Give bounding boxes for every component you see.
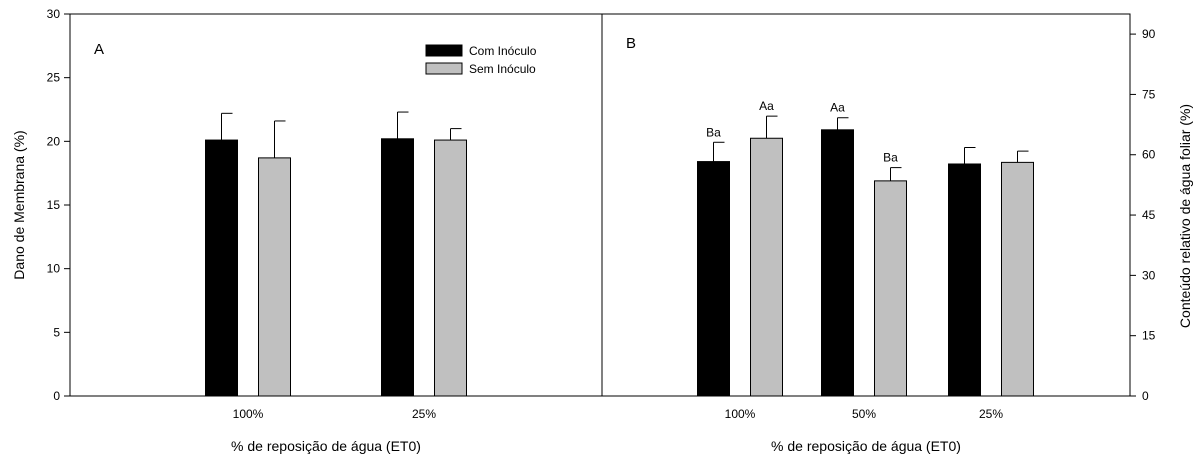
legend-swatch-sem-inoculo [425, 62, 463, 75]
panel-b-y-axis-title: Conteúdo relativo de água foliar (%) [1177, 104, 1193, 328]
panel-a-y-axis-title: Dano de Membrana (%) [11, 130, 27, 279]
panel-b-bar-sem-inoculo [874, 180, 907, 397]
panel-b-x-ticks: 100% 50% 25% [725, 407, 1004, 421]
panel-b-bar-com-inoculo [821, 129, 854, 397]
panel-b-y-tick-label: 90 [1142, 27, 1156, 41]
panel-a: A 0 5 10 15 20 25 30 100% 25% Dano de Membrana … [11, 7, 603, 454]
panel-a-bars [205, 111, 467, 397]
panel-b-bar-com-inoculo [948, 163, 981, 397]
legend: Com Inóculo Sem Inóculo [425, 44, 537, 76]
panel-b-significance-label: Ba [706, 125, 721, 139]
panel-a-y-tick-label: 15 [47, 198, 61, 212]
legend-swatch-com-inoculo [425, 44, 463, 57]
panel-b-y-tick-label: 0 [1142, 389, 1149, 403]
panel-b-x-axis-title: % de reposição de água (ET0) [771, 438, 961, 454]
panel-a-y-tick-label: 5 [53, 325, 60, 339]
panel-a-bar-com-inoculo [205, 139, 238, 397]
panel-a-bar-sem-inoculo [434, 139, 467, 397]
panel-b-y-tick-label: 60 [1142, 148, 1156, 162]
panel-a-y-tick-label: 20 [47, 134, 61, 148]
panel-b-bar-com-inoculo [697, 161, 730, 397]
panel-a-y-ticks: 0 5 10 15 20 25 30 [47, 7, 70, 403]
panel-a-x-tick-label: 100% [233, 407, 264, 421]
panel-b: B 0 15 30 45 60 75 90 Ba Aa Aa Ba 100% 50% 25% Cont… [601, 13, 1193, 454]
panel-a-x-axis-title: % de reposição de água (ET0) [231, 438, 421, 454]
panel-b-x-tick-label: 50% [852, 407, 876, 421]
panel-a-x-tick-label: 25% [412, 407, 436, 421]
panel-b-y-tick-label: 30 [1142, 268, 1156, 282]
panel-b-x-tick-label: 100% [725, 407, 756, 421]
panel-a-y-tick-label: 30 [47, 7, 61, 21]
panel-a-label: A [94, 41, 104, 58]
panel-a-bar-com-inoculo [381, 138, 414, 397]
panel-b-y-tick-label: 15 [1142, 329, 1156, 343]
panel-a-y-tick-label: 25 [47, 71, 61, 85]
panel-b-bar-sem-inoculo [750, 137, 783, 397]
panel-b-label: B [626, 35, 636, 52]
panel-b-significance-label: Aa [759, 99, 774, 113]
panel-b-y-tick-label: 45 [1142, 208, 1156, 222]
panel-b-y-ticks: 0 15 30 45 60 75 90 [1130, 27, 1156, 403]
panel-a-bar-sem-inoculo [258, 157, 291, 397]
panel-b-frame [601, 13, 1131, 397]
panel-a-y-tick-label: 10 [47, 262, 61, 276]
panel-b-y-tick-label: 75 [1142, 87, 1156, 101]
panel-a-y-tick-label: 0 [53, 389, 60, 403]
panel-b-bar-sem-inoculo [1001, 161, 1034, 397]
panel-b-significance-label: Ba [883, 151, 898, 165]
panel-a-x-ticks: 100% 25% [233, 407, 437, 421]
panel-b-significance-label: Aa [830, 101, 845, 115]
legend-label-sem-inoculo: Sem Inóculo [469, 62, 536, 76]
panel-b-bars: Ba Aa Aa Ba [697, 99, 1034, 397]
panel-b-x-tick-label: 25% [979, 407, 1003, 421]
legend-label-com-inoculo: Com Inóculo [469, 44, 537, 58]
